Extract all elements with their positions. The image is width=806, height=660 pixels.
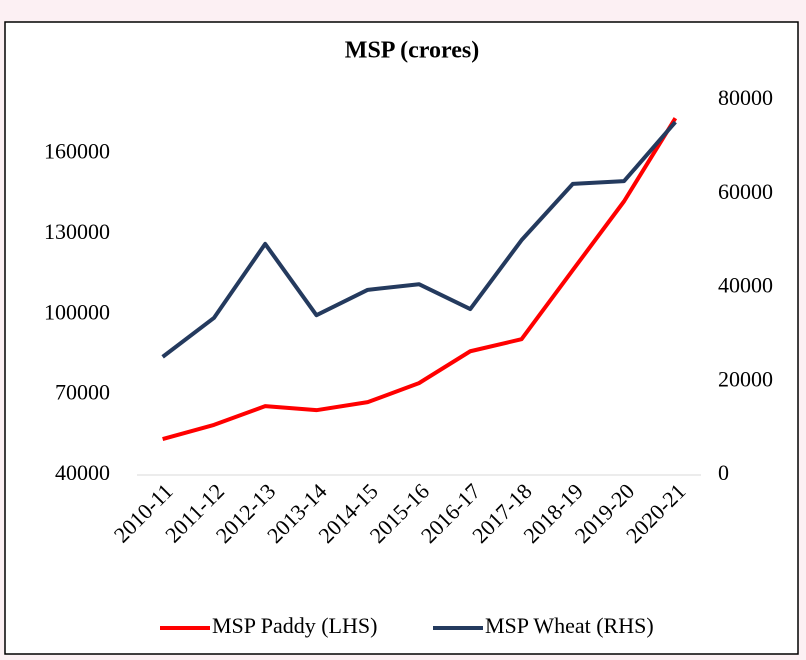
legend-label: MSP Paddy (LHS) <box>212 613 377 638</box>
chart-title: MSP (crores) <box>345 38 479 64</box>
y-tick-label: 130000 <box>44 219 110 244</box>
series-line <box>162 117 678 442</box>
y-tick-label: 70000 <box>55 380 110 405</box>
series-line <box>161 120 677 359</box>
y-tick-label: 160000 <box>44 139 110 164</box>
y2-tick-label: 80000 <box>718 85 773 110</box>
y2-tick-label: 20000 <box>718 366 773 391</box>
y-tick-label: 100000 <box>44 299 110 324</box>
y-tick-label: 40000 <box>55 460 110 485</box>
y2-tick-label: 0 <box>718 460 729 485</box>
chart-frame <box>4 21 799 655</box>
y2-tick-label: 60000 <box>718 179 773 204</box>
legend-label: MSP Wheat (RHS) <box>485 613 654 638</box>
y2-tick-label: 40000 <box>718 273 773 298</box>
